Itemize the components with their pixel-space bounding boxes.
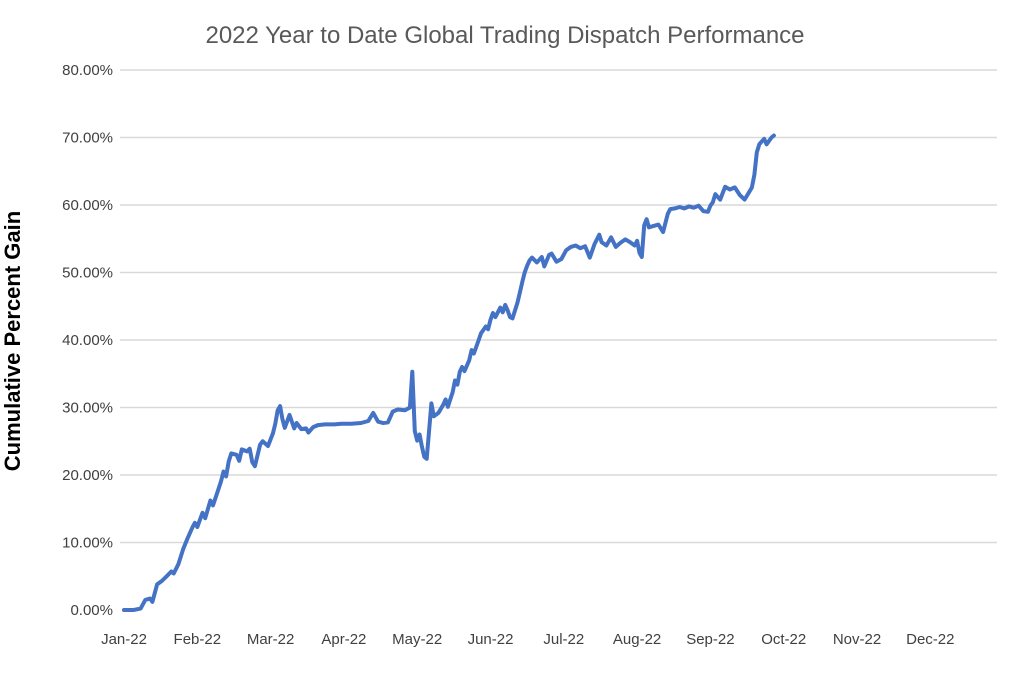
x-tick-label: Aug-22 — [613, 631, 661, 648]
x-tick-label: Nov-22 — [833, 631, 881, 648]
x-tick-label: Jul-22 — [543, 631, 584, 648]
y-tick-label: 20.00% — [62, 467, 113, 484]
y-tick-label: 80.00% — [62, 62, 113, 79]
x-tick-label: Apr-22 — [321, 631, 366, 648]
y-tick-label: 70.00% — [62, 130, 113, 147]
x-tick-label: May-22 — [392, 631, 442, 648]
x-tick-label: Oct-22 — [761, 631, 806, 648]
y-tick-label: 0.00% — [70, 602, 113, 619]
chart-title: 2022 Year to Date Global Trading Dispatc… — [205, 22, 805, 49]
y-tick-label: 60.00% — [62, 197, 113, 214]
x-tick-label: Dec-22 — [906, 631, 954, 648]
y-tick-label: 30.00% — [62, 400, 113, 417]
x-tick-label: Sep-22 — [686, 631, 734, 648]
x-tick-label: Feb-22 — [174, 631, 222, 648]
x-tick-label: Mar-22 — [247, 631, 295, 648]
y-tick-label: 40.00% — [62, 332, 113, 349]
y-tick-label: 50.00% — [62, 265, 113, 282]
x-tick-label: Jun-22 — [468, 631, 514, 648]
series-line-cumulative-percent-gain — [122, 133, 776, 612]
y-axis-title: Cumulative Percent Gain — [0, 210, 25, 472]
x-tick-label: Jan-22 — [101, 631, 147, 648]
y-tick-label: 10.00% — [62, 535, 113, 552]
